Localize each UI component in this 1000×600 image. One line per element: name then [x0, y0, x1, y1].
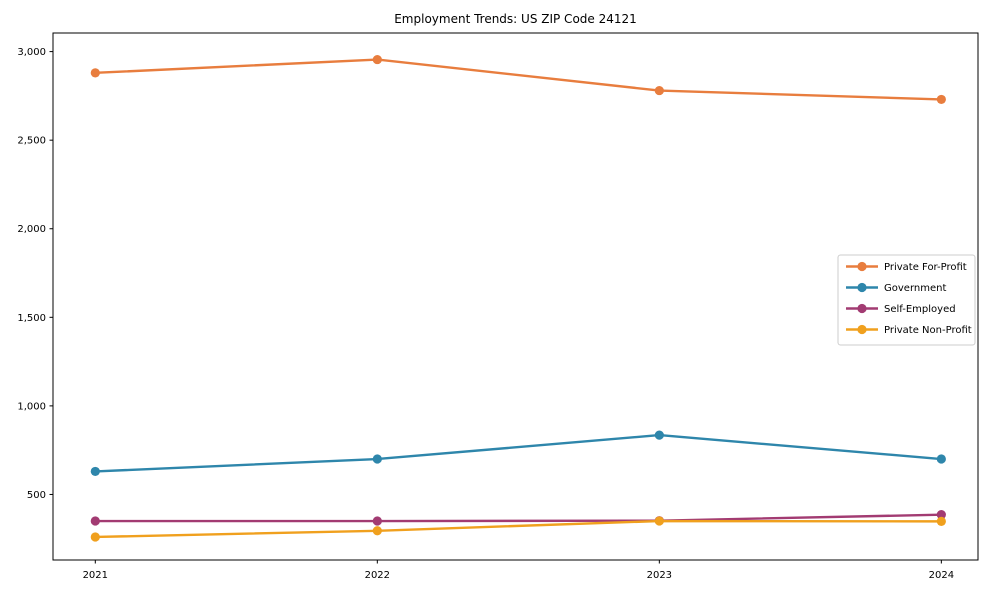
- line-series: [94, 513, 943, 523]
- x-tick-label: 2024: [929, 570, 954, 581]
- y-tick-label: 2,500: [17, 136, 46, 147]
- legend-item-label: Self-Employed: [884, 304, 956, 315]
- y-tick-label: 1,500: [17, 313, 46, 324]
- x-tick-label: 2021: [83, 570, 108, 581]
- x-tick-label: 2022: [365, 570, 390, 581]
- data-point-marker: [654, 85, 664, 96]
- data-point-marker: [90, 68, 100, 78]
- data-point-marker: [936, 510, 946, 520]
- legend-marker: [857, 261, 867, 272]
- legend-item-label: Government: [884, 283, 946, 294]
- legend-item-label: Private For-Profit: [884, 262, 967, 273]
- chart-title: Employment Trends: US ZIP Code 24121: [394, 12, 637, 26]
- y-tick-label: 1,000: [17, 401, 46, 412]
- data-point-marker: [372, 526, 382, 536]
- data-point-marker: [372, 454, 382, 464]
- data-point-marker: [90, 466, 100, 477]
- line-series: [94, 58, 943, 101]
- legend-marker: [857, 303, 867, 314]
- data-point-marker: [936, 94, 946, 105]
- data-point-marker: [936, 454, 946, 464]
- legend-box: [837, 254, 976, 346]
- legend-marker: [857, 324, 867, 335]
- line-series: [94, 519, 943, 539]
- data-point-marker: [372, 516, 382, 526]
- data-point-marker: [372, 54, 382, 65]
- y-tick-label: 2,000: [17, 224, 46, 235]
- legend-item-label: Private Non-Profit: [884, 325, 972, 336]
- data-point-marker: [654, 516, 664, 526]
- y-tick-label: 3,000: [17, 47, 46, 58]
- data-point-marker: [654, 430, 664, 440]
- x-tick-label: 2023: [647, 570, 672, 581]
- line-series: [94, 433, 943, 473]
- y-tick-label: 500: [27, 490, 46, 501]
- data-point-marker: [90, 532, 100, 542]
- plot-frame: [52, 32, 979, 561]
- data-point-marker: [936, 516, 946, 526]
- data-point-marker: [90, 516, 100, 526]
- legend-marker: [857, 282, 867, 293]
